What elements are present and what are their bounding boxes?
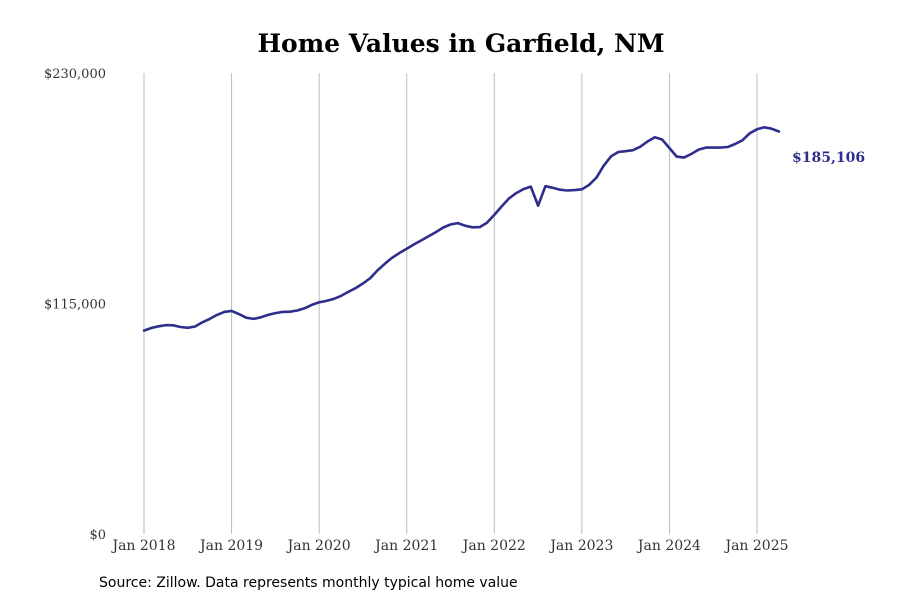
x-tick-label: Jan 2021 [373, 538, 438, 554]
x-tick-label: Jan 2020 [286, 538, 351, 554]
source-note: Source: Zillow. Data represents monthly … [99, 575, 518, 591]
x-tick-label: Jan 2018 [110, 538, 175, 554]
y-axis-tick-labels: $0 $115,000 $230,000 [44, 67, 106, 543]
x-tick-label: Jan 2024 [636, 538, 701, 554]
y-tick-label: $0 [89, 528, 106, 543]
x-tick-label: Jan 2023 [548, 538, 613, 554]
y-tick-label: $115,000 [44, 298, 106, 313]
x-tick-label: Jan 2022 [461, 538, 526, 554]
x-tick-label: Jan 2019 [198, 538, 263, 554]
y-tick-label: $230,000 [44, 67, 106, 82]
end-value-label: $185,106 [792, 150, 865, 166]
chart-title: Home Values in Garfield, NM [257, 29, 664, 58]
series-line [142, 126, 781, 332]
x-axis-tick-labels: Jan 2018 Jan 2019 Jan 2020 Jan 2021 Jan 2022… [110, 538, 788, 554]
x-tick-label: Jan 2025 [723, 538, 788, 554]
